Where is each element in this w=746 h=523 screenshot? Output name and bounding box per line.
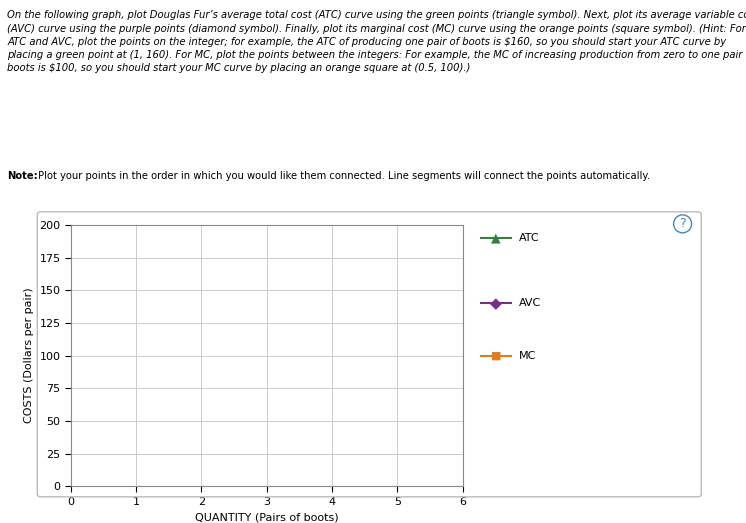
Text: ▲: ▲ xyxy=(492,232,501,244)
Y-axis label: COSTS (Dollars per pair): COSTS (Dollars per pair) xyxy=(24,288,34,424)
Text: AVC: AVC xyxy=(518,298,541,309)
Text: ?: ? xyxy=(680,218,686,230)
Text: MC: MC xyxy=(518,350,536,361)
Text: On the following graph, plot Douglas Fur’s average total cost (ATC) curve using : On the following graph, plot Douglas Fur… xyxy=(7,10,746,73)
Text: ■: ■ xyxy=(491,350,501,361)
Text: Note:: Note: xyxy=(7,171,38,181)
X-axis label: QUANTITY (Pairs of boots): QUANTITY (Pairs of boots) xyxy=(195,513,339,522)
Text: Plot your points in the order in which you would like them connected. Line segme: Plot your points in the order in which y… xyxy=(35,171,651,181)
Text: ATC: ATC xyxy=(518,233,539,243)
Text: ◆: ◆ xyxy=(490,296,502,311)
